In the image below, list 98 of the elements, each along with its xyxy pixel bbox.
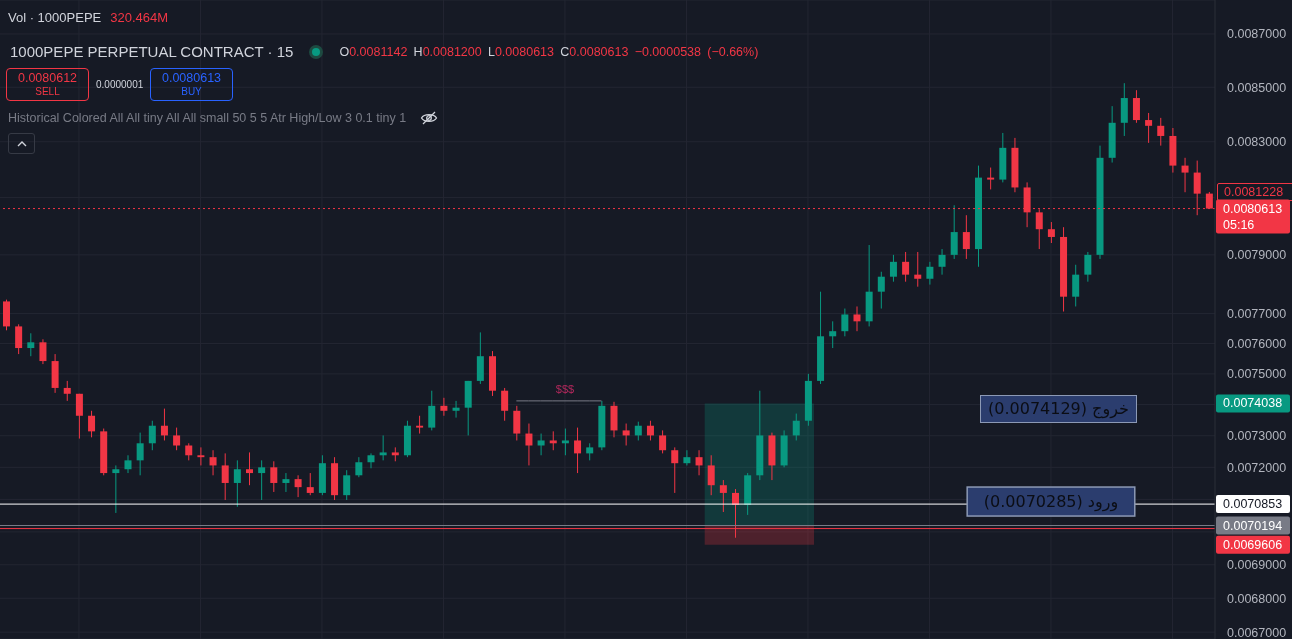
candlestick — [452, 400, 460, 419]
y-tick-label: 0.0087000 — [1227, 27, 1287, 42]
candlestick — [39, 338, 47, 365]
candlestick — [1181, 157, 1189, 193]
y-tick-label: 0.0075000 — [1227, 367, 1287, 382]
candlestick — [671, 446, 679, 494]
candlestick — [537, 433, 545, 456]
candlestick — [197, 446, 205, 466]
ref-line-label: 0.0070853 — [1223, 497, 1283, 512]
buy-button: 0.0080613 BUY — [150, 68, 233, 101]
candlestick — [15, 323, 23, 355]
y-tick-label: 0.0072000 — [1227, 460, 1287, 475]
text: 0.0069606 — [1223, 537, 1283, 552]
candlestick — [501, 387, 509, 422]
candlestick — [440, 397, 448, 417]
y-tick-label: 0.0067000 — [1227, 625, 1287, 639]
candlestick — [112, 464, 120, 514]
annotation: $$$ — [555, 382, 575, 395]
candlestick — [634, 421, 642, 441]
candlestick — [1145, 112, 1153, 144]
candlestick — [379, 434, 387, 461]
candlestick — [294, 474, 302, 498]
candlestick — [962, 214, 970, 260]
candlestick — [1132, 89, 1140, 124]
candlestick — [889, 254, 897, 283]
candlestick — [525, 423, 533, 466]
candlestick — [136, 432, 144, 476]
candlestick — [792, 413, 800, 441]
y-tick-label: 0.0079000 — [1227, 248, 1287, 263]
y-tick-label: 0.0069000 — [1227, 558, 1287, 573]
candlestick — [914, 251, 922, 288]
candlestick — [695, 449, 703, 476]
ref-line-label: 0.0070194 — [1223, 518, 1283, 533]
candlestick — [683, 449, 691, 466]
candlestick — [659, 429, 667, 454]
candlestick — [707, 454, 715, 496]
annotation: Vol · 1000PEPE — [8, 10, 102, 25]
candlestick — [367, 452, 375, 469]
sell-button: 0.0080612 SELL — [6, 68, 89, 101]
candlestick — [1072, 264, 1080, 307]
y-tick-label: 0.0085000 — [1227, 80, 1287, 95]
annotation: ورود (0.0070285) — [983, 492, 1119, 513]
candlestick — [902, 251, 910, 283]
candlestick — [88, 410, 96, 438]
candlestick — [209, 449, 217, 476]
candlestick — [282, 472, 290, 493]
candlestick — [841, 308, 849, 337]
candlestick — [1047, 221, 1055, 244]
text: 0.0081228 — [1217, 183, 1292, 201]
annotation: 0.0000001 — [96, 79, 144, 90]
text: 1000PEPE PERPETUAL CONTRACT · 15 — [10, 43, 294, 60]
candlestick — [853, 305, 861, 332]
candlestick — [270, 460, 278, 493]
candlestick — [549, 430, 557, 451]
text: O0.0081142 H0.0081200 L0.0080613 C0.0080613 −0.0000538 (−0.66%) — [339, 44, 759, 59]
annotation: 0.0080613 — [161, 70, 222, 85]
annotation: SELL — [35, 84, 60, 99]
ref-line-label: 0.0080613 05:16 — [1223, 201, 1283, 232]
y-tick-label: 0.0068000 — [1227, 591, 1287, 606]
candlestick — [148, 420, 156, 451]
annotation: 0.0080612 — [17, 70, 78, 85]
text: 0.0074038 — [1223, 396, 1283, 411]
candlestick — [160, 408, 168, 441]
candlestick — [1157, 117, 1165, 147]
candlestick — [1084, 251, 1092, 283]
candlestick — [950, 204, 958, 260]
candlestick — [355, 456, 363, 478]
candlestick — [926, 261, 934, 286]
y-tick-label: 0.0083000 — [1227, 135, 1287, 150]
candlestick — [124, 454, 132, 474]
candlestick — [829, 320, 837, 349]
candlestick — [75, 393, 83, 440]
candlestick — [938, 248, 946, 276]
candlestick — [877, 271, 885, 310]
candlestick — [173, 427, 181, 451]
candlestick — [646, 420, 654, 441]
candlestick — [343, 469, 351, 501]
y-tick-label: 0.0076000 — [1227, 336, 1287, 351]
candlestick — [306, 472, 314, 496]
candlestick — [513, 405, 521, 441]
candlestick — [27, 332, 35, 357]
candlestick — [63, 380, 71, 402]
candlestick — [561, 428, 569, 456]
candlestick — [428, 390, 436, 431]
candlestick — [233, 459, 241, 508]
candlestick — [246, 451, 253, 486]
y-tick-label: 0.0073000 — [1227, 429, 1287, 444]
candlestick — [221, 452, 229, 501]
candlestick — [622, 423, 630, 446]
candlestick — [258, 459, 266, 501]
annotation: BUY — [181, 84, 202, 99]
candlestick — [987, 167, 995, 190]
annotation: 320.464M — [110, 10, 169, 25]
candlestick — [574, 427, 582, 474]
annotation: Historical Colored All All tiny All All small 50 5 5 Atr High/Low 3 0.1 tiny 1 — [8, 111, 407, 125]
y-tick-label: 0.0077000 — [1227, 307, 1287, 322]
annotation: خروج (0.0074129) — [980, 395, 1137, 423]
candlestick — [719, 479, 727, 513]
